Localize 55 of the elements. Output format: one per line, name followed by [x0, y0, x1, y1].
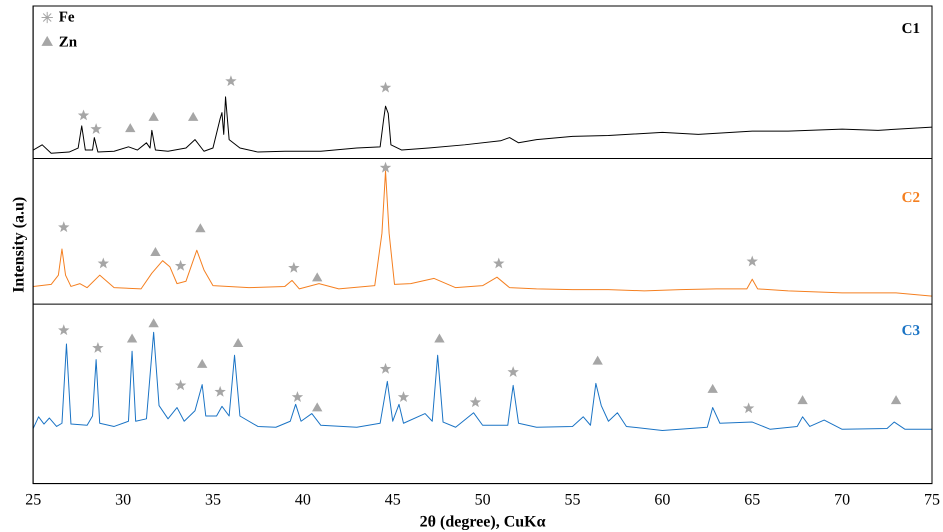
point [214, 386, 226, 397]
point [398, 391, 410, 402]
x-tick-label: 45 [384, 491, 401, 508]
point [174, 379, 186, 390]
text: C1 [902, 20, 920, 37]
point [125, 124, 136, 132]
point [197, 359, 208, 368]
point [174, 260, 186, 271]
point [58, 324, 70, 336]
point [196, 224, 206, 232]
point [742, 402, 754, 414]
x-tick-label: 30 [115, 491, 132, 508]
text: C2 [902, 190, 920, 206]
legend-label: Fe [58, 9, 75, 26]
point [507, 366, 519, 377]
point [92, 342, 104, 353]
point [225, 75, 237, 86]
x-tick-label: 60 [654, 491, 670, 508]
x-tick-label: 50 [474, 491, 491, 508]
point [90, 123, 102, 134]
x-tick-label: 35 [204, 491, 221, 508]
point [150, 248, 160, 256]
point [148, 318, 158, 328]
point [292, 391, 304, 402]
point [708, 384, 718, 393]
point [798, 396, 808, 404]
point [380, 362, 392, 374]
point [78, 109, 90, 120]
y-axis-title: Intensity (a.u) [10, 196, 28, 293]
x-tick-label: 65 [744, 491, 760, 508]
legend-label: Zn [58, 34, 78, 50]
x-tick-label: 55 [564, 491, 580, 508]
point [98, 258, 110, 268]
point [148, 112, 158, 121]
point [746, 256, 758, 266]
point [312, 272, 322, 282]
x-tick-label: 75 [924, 491, 940, 508]
x-tick-label: 40 [294, 491, 311, 508]
point [188, 112, 198, 121]
point [288, 262, 300, 273]
point [434, 334, 444, 343]
point [891, 396, 901, 404]
point [493, 258, 504, 268]
point [592, 356, 602, 365]
x-axis-title: 2θ (degree), CuKα [420, 514, 546, 531]
point [127, 334, 137, 343]
point [233, 338, 243, 347]
x-tick-label: 25 [25, 491, 42, 508]
point [312, 402, 322, 412]
point [380, 162, 392, 173]
point [380, 82, 392, 93]
text: C3 [902, 323, 920, 340]
x-tick-label: 70 [834, 491, 850, 508]
point [58, 221, 70, 232]
point [470, 396, 482, 408]
